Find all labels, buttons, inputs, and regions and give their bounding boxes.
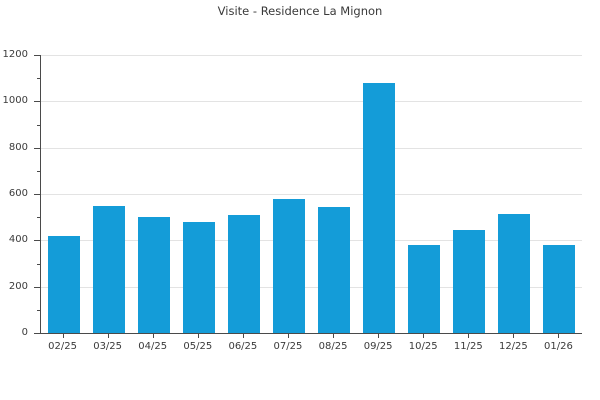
- x-tick-11/25: [468, 334, 470, 338]
- x-tick-07/25: [287, 334, 289, 338]
- y-tick-label-400: 400: [8, 234, 28, 246]
- bar-09/25: [363, 82, 396, 333]
- y-tick-label-800: 800: [8, 141, 28, 153]
- x-tick-label-01/26: 01/26: [544, 341, 573, 352]
- y-tick-1100: [37, 78, 40, 80]
- x-tick-10/25: [423, 334, 425, 338]
- x-tick-02/25: [62, 334, 64, 338]
- x-tick-label-05/25: 05/25: [183, 341, 213, 352]
- y-tick-label-200: 200: [8, 280, 28, 292]
- y-tick-label-1000: 1000: [2, 95, 28, 107]
- bar-04/25: [137, 217, 170, 333]
- gridline-1000: [41, 101, 582, 103]
- x-tick-12/25: [513, 334, 515, 338]
- y-tick-400: [34, 240, 40, 242]
- gridline-600: [41, 194, 582, 195]
- bar-08/25: [318, 206, 351, 333]
- gridline-800: [41, 147, 582, 149]
- y-tick-100: [37, 309, 40, 311]
- x-tick-04/25: [152, 334, 154, 338]
- y-tick-600: [34, 194, 40, 195]
- gridline-1200: [41, 55, 582, 56]
- bar-06/25: [227, 214, 260, 333]
- plot-area: [40, 55, 582, 334]
- y-tick-1200: [34, 55, 40, 56]
- y-tick-500: [37, 217, 40, 219]
- y-tick-300: [37, 263, 40, 265]
- y-tick-label-1200: 1200: [2, 49, 28, 60]
- y-tick-0: [34, 333, 40, 334]
- bar-10/25: [408, 244, 441, 333]
- x-tick-label-06/25: 06/25: [228, 341, 258, 352]
- x-tick-05/25: [197, 334, 199, 338]
- gridline-400: [41, 240, 582, 242]
- y-tick-200: [34, 286, 40, 288]
- bar-07/25: [272, 198, 305, 333]
- bar-01/26: [543, 244, 576, 333]
- bar-11/25: [453, 229, 486, 333]
- x-tick-label-07/25: 07/25: [273, 341, 303, 352]
- y-tick-label-600: 600: [8, 188, 28, 199]
- y-tick-900: [37, 124, 40, 126]
- chart-title: Visite - Residence La Mignon: [217, 4, 383, 18]
- x-tick-label-12/25: 12/25: [498, 341, 528, 352]
- x-tick-06/25: [242, 334, 244, 338]
- bar-12/25: [498, 213, 531, 333]
- x-tick-label-04/25: 04/25: [138, 341, 168, 352]
- y-tick-label-0: 0: [21, 327, 28, 338]
- y-tick-1000: [34, 101, 40, 103]
- x-tick-label-03/25: 03/25: [93, 341, 123, 352]
- bar-05/25: [182, 221, 215, 333]
- gridline-200: [41, 286, 582, 288]
- bar-03/25: [92, 205, 125, 333]
- x-tick-08/25: [333, 334, 335, 338]
- bar-02/25: [47, 235, 80, 333]
- x-tick-03/25: [107, 334, 109, 338]
- x-tick-label-08/25: 08/25: [318, 341, 348, 352]
- x-tick-label-10/25: 10/25: [408, 341, 438, 352]
- y-tick-800: [34, 147, 40, 149]
- x-tick-label-09/25: 09/25: [363, 341, 393, 352]
- x-tick-01/26: [558, 334, 560, 338]
- y-tick-700: [37, 170, 40, 172]
- x-tick-09/25: [378, 334, 380, 338]
- x-tick-label-02/25: 02/25: [48, 341, 77, 352]
- x-tick-label-11/25: 11/25: [453, 341, 483, 352]
